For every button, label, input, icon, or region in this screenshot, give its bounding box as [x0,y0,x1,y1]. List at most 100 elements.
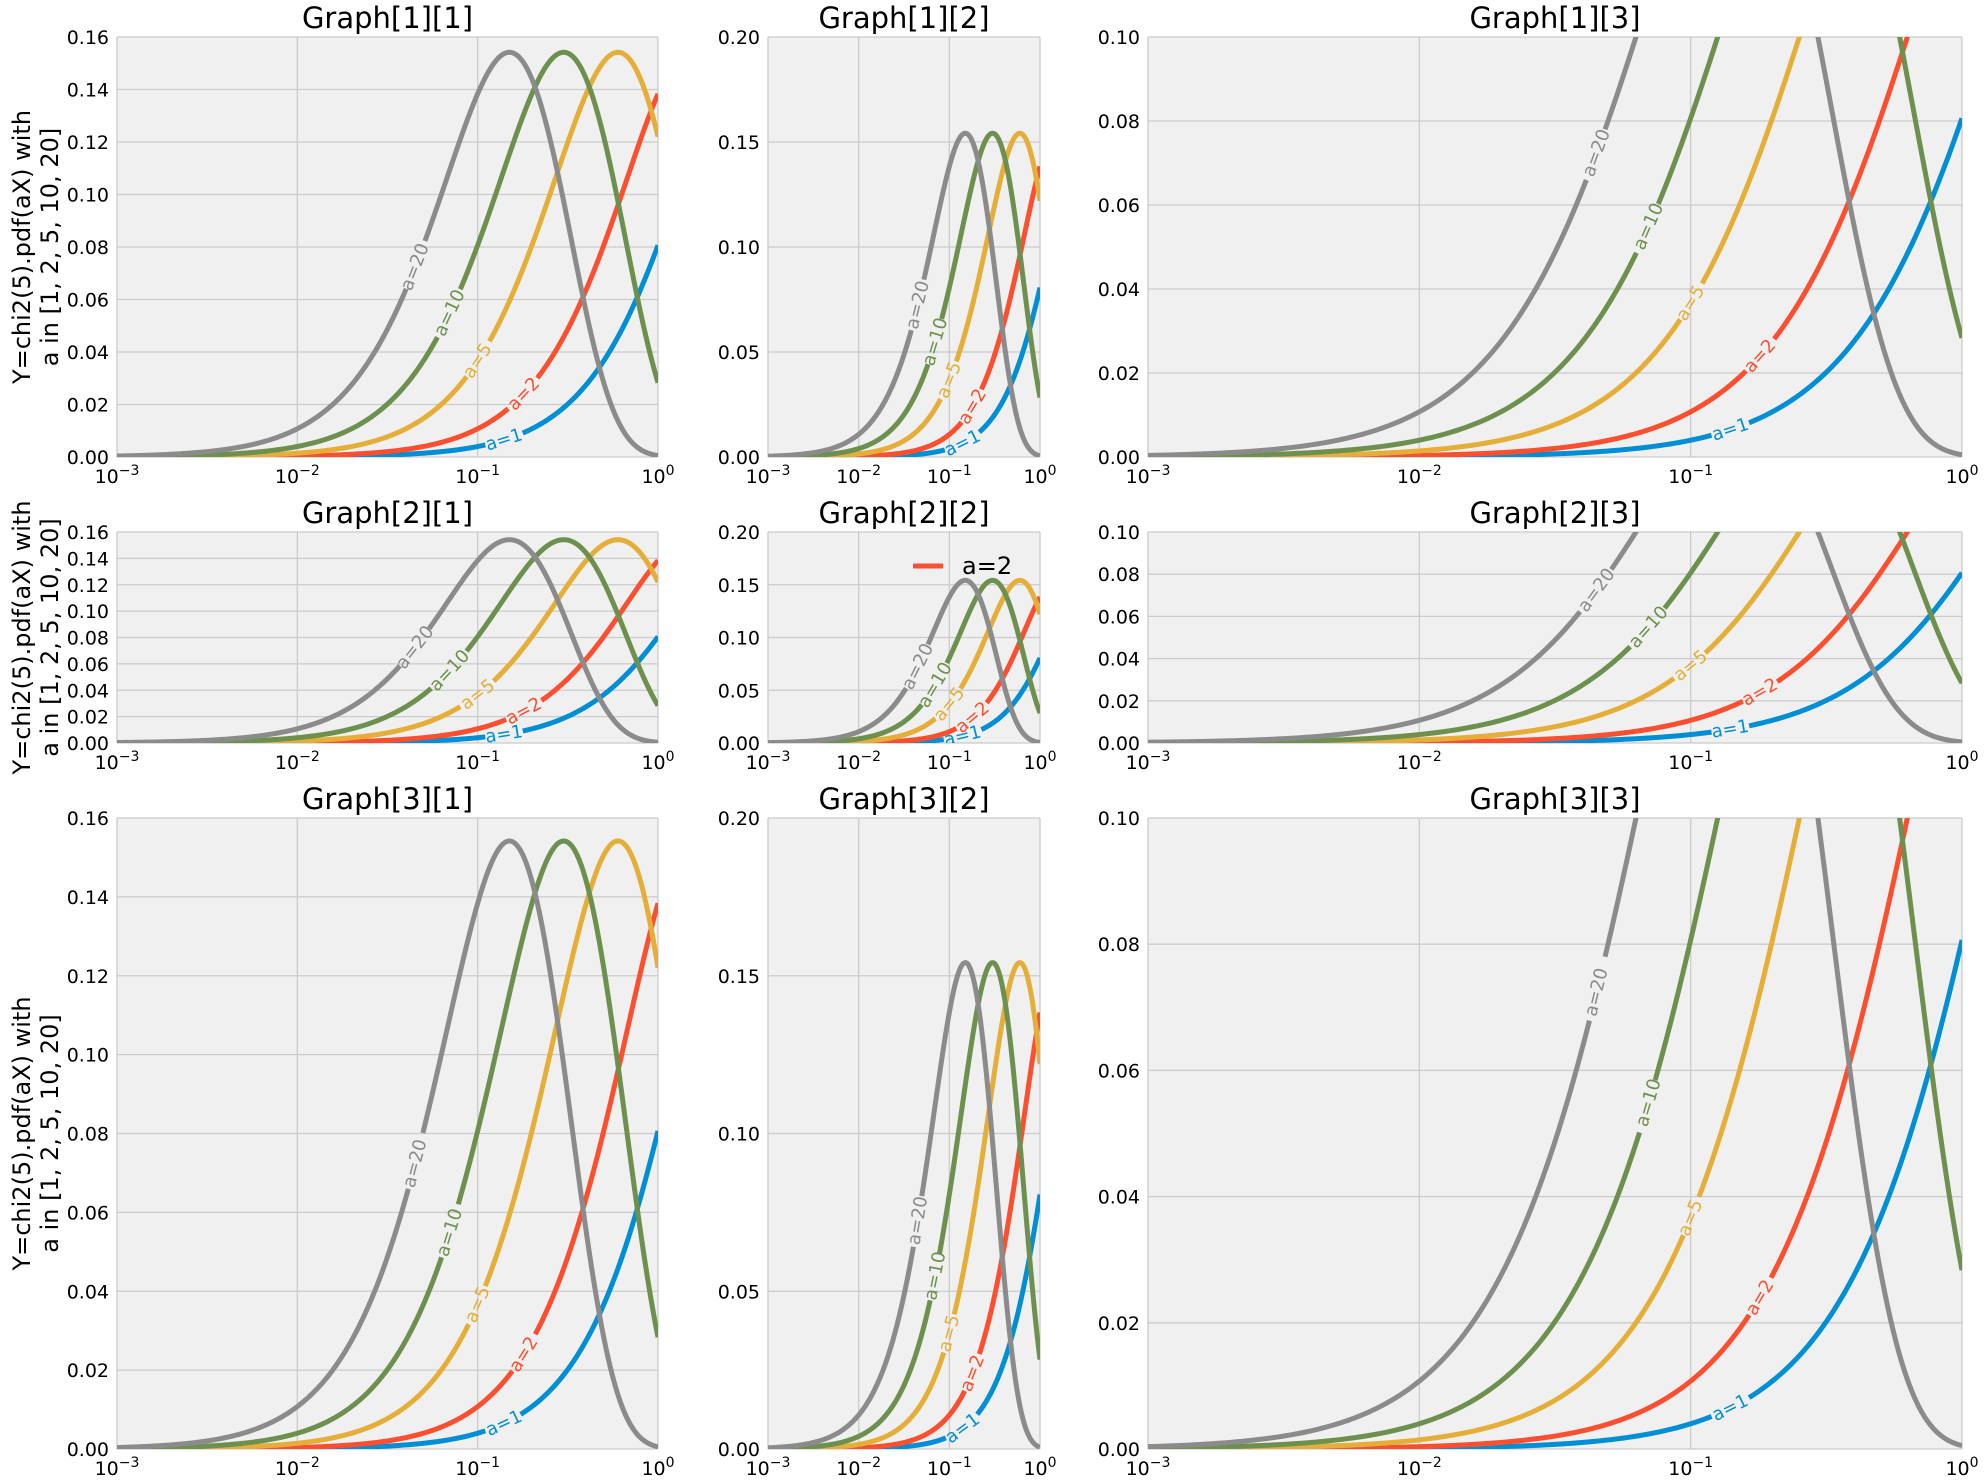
series-line-a=20 [768,130,1040,457]
y-axis-label: Y=chi2(5).pdf(aX) witha in [1, 2, 5, 10,… [8,110,64,385]
panel-3-1-title: Graph[3][1] [302,782,473,816]
panel-3-1: 0.00 0.02 0.04 0.06 0.08 0.10 0.12 0.14 0.16 10−3… [8,782,675,1480]
x-tick-label: 10−3 [95,463,140,488]
series-line-a=10 [117,838,658,1449]
x-tick-label: 10−3 [746,749,791,774]
series-line-a=20 [1148,818,1962,1449]
x-tick-label: 10−1 [1668,1455,1713,1480]
x-tick-label: 10−1 [1668,463,1713,488]
x-tick-label: 10−2 [275,1455,320,1480]
y-tick-label: 0.04 [1098,279,1140,301]
y-tick-label: 0.04 [67,680,109,702]
y-tick-label: 0.15 [718,132,760,154]
y-tick-label: 0.10 [1098,808,1140,830]
y-tick-label: 0.02 [1098,1313,1140,1335]
series-line-a=20 [117,838,658,1449]
x-tick-label: 100 [1023,1455,1056,1480]
y-tick-label: 0.15 [718,575,760,597]
x-tick-label: 10−2 [836,463,881,488]
panel-2-2-curves: a=1a=2a=5a=10a=20 [768,577,1040,743]
panel-1-2: 0.00 0.05 0.10 0.15 0.20 10−3 10−2 10−1 100 a=1a=… [718,1,1057,488]
panel-1-1-curves: a=1a=2a=5a=10a=20 [117,49,658,457]
panel-3-1-curves: a=1a=2a=5a=10a=20 [117,838,658,1449]
y-tick-label: 0.12 [67,132,109,154]
y-tick-label: 0.04 [67,342,109,364]
series-line-a=20 [117,49,658,457]
x-tick-label: 100 [641,1455,674,1480]
x-tick-label: 10−1 [455,463,500,488]
y-tick-label: 0.08 [1098,934,1140,956]
y-tick-label: 0.02 [67,707,109,729]
y-tick-label: 0.02 [67,1360,109,1382]
panel-2-1-curves: a=1a=2a=5a=10a=20 [117,537,658,743]
series-line-a=20 [1148,37,1962,457]
panel-1-2-curves: a=1a=2a=5a=10a=20 [768,130,1040,457]
x-tick-label: 100 [1023,749,1056,774]
x-tick-label: 10−2 [836,749,881,774]
x-tick-label: 100 [1945,1455,1978,1480]
y-tick-label: 0.10 [718,628,760,650]
y-axis-label: Y=chi2(5).pdf(aX) witha in [1, 2, 5, 10,… [8,500,64,775]
y-tick-label: 0.08 [67,237,109,259]
y-tick-label: 0.05 [718,680,760,702]
x-tick-label: 10−3 [1126,1455,1171,1480]
panel-2-3-title: Graph[2][3] [1469,496,1640,530]
y-tick-label: 0.20 [718,27,760,49]
panel-2-1-title: Graph[2][1] [302,496,473,530]
panel-1-1: 0.00 0.02 0.04 0.06 0.08 0.10 0.12 0.14 0.16 10−3… [8,1,675,488]
y-tick-label: 0.12 [67,966,109,988]
y-tick-label: 0.06 [1098,1060,1140,1082]
y-tick-label: 0.00 [1098,1439,1140,1461]
y-tick-label: 0.20 [718,808,760,830]
x-tick-label: 10−1 [927,1455,972,1480]
x-tick-label: 10−1 [1668,749,1713,774]
x-tick-label: 100 [1945,463,1978,488]
y-tick-label: 0.04 [1098,1187,1140,1209]
x-tick-label: 10−1 [455,1455,500,1480]
y-tick-label: 0.06 [67,654,109,676]
y-tick-label: 0.06 [67,290,109,312]
series-line-a=20 [768,577,1040,743]
y-tick-label: 0.00 [67,447,109,469]
y-tick-label: 0.10 [718,237,760,259]
y-tick-label: 0.10 [67,601,109,623]
y-tick-label: 0.05 [718,342,760,364]
y-tick-label: 0.10 [1098,27,1140,49]
y-tick-label: 0.04 [67,1281,109,1303]
y-tick-label: 0.00 [67,733,109,755]
y-tick-label: 0.05 [718,1281,760,1303]
y-tick-label: 0.02 [1098,363,1140,385]
panel-3-3-title: Graph[3][3] [1469,782,1640,816]
panel-1-3-title: Graph[1][3] [1469,1,1640,35]
y-tick-label: 0.06 [67,1202,109,1224]
x-tick-label: 10−3 [95,1455,140,1480]
x-tick-label: 10−2 [1397,463,1442,488]
y-tick-label: 0.06 [1098,195,1140,217]
y-tick-label: 0.00 [67,1439,109,1461]
x-tick-label: 100 [1023,463,1056,488]
panel-1-3-curves: a=1a=2a=5a=10a=20 [1148,37,1962,457]
y-tick-label: 0.02 [1098,691,1140,713]
y-tick-label: 0.10 [1098,522,1140,544]
panel-1-3: 0.00 0.02 0.04 0.06 0.08 0.10 10−3 10−2 10−1 100 a… [1098,1,1979,488]
x-tick-label: 100 [1945,749,1978,774]
y-tick-label: 0.16 [67,27,109,49]
x-tick-label: 10−1 [455,749,500,774]
y-tick-label: 0.16 [67,522,109,544]
y-tick-label: 0.14 [67,80,109,102]
y-tick-label: 0.00 [718,447,760,469]
y-tick-label: 0.12 [67,575,109,597]
x-tick-label: 10−3 [1126,749,1171,774]
x-tick-label: 10−2 [836,1455,881,1480]
x-tick-label: 10−3 [746,1455,791,1480]
panel-1-2-title: Graph[1][2] [818,1,989,35]
y-tick-label: 0.00 [718,733,760,755]
legend: a=2 [913,552,1012,580]
series-line-a=10 [1148,818,1962,1449]
x-tick-label: 10−2 [275,749,320,774]
panel-2-2-title: Graph[2][2] [818,496,989,530]
y-tick-label: 0.14 [67,548,109,570]
